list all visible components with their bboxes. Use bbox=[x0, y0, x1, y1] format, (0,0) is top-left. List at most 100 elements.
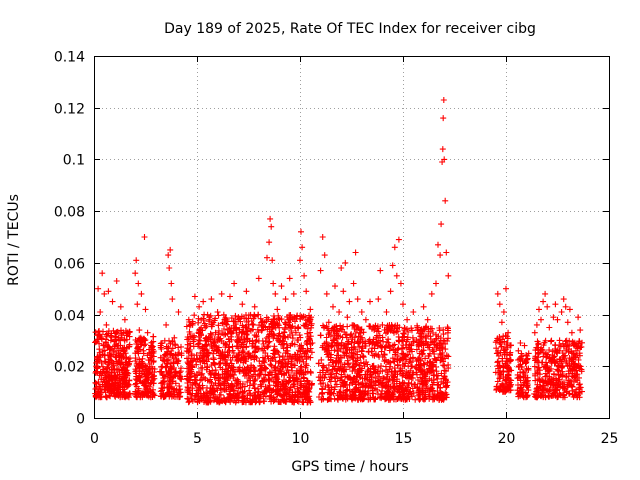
data-point bbox=[187, 340, 194, 347]
data-point bbox=[256, 322, 263, 329]
data-point bbox=[352, 381, 359, 388]
data-point bbox=[327, 333, 334, 340]
data-point bbox=[165, 389, 172, 396]
data-point bbox=[324, 367, 331, 374]
data-point bbox=[264, 254, 270, 261]
data-point bbox=[356, 368, 363, 375]
data-point bbox=[319, 234, 326, 240]
data-point bbox=[229, 343, 236, 350]
data-point bbox=[321, 252, 328, 259]
data-point bbox=[441, 156, 448, 163]
data-point bbox=[333, 328, 340, 335]
data-point bbox=[222, 331, 229, 338]
data-point bbox=[300, 345, 307, 352]
data-point bbox=[438, 354, 445, 361]
data-point bbox=[175, 351, 182, 358]
data-point bbox=[422, 355, 429, 362]
data-point bbox=[552, 301, 559, 308]
data-point bbox=[195, 395, 202, 402]
data-point bbox=[262, 324, 269, 331]
data-point bbox=[376, 373, 383, 380]
data-point bbox=[495, 353, 502, 359]
data-point bbox=[172, 380, 179, 387]
data-point bbox=[494, 290, 501, 297]
data-point bbox=[183, 323, 190, 330]
data-point bbox=[117, 394, 124, 401]
data-point bbox=[221, 316, 228, 323]
data-point bbox=[350, 280, 357, 287]
data-point bbox=[266, 382, 273, 389]
data-point bbox=[245, 321, 252, 328]
data-point bbox=[235, 316, 242, 323]
data-point bbox=[205, 349, 212, 356]
data-point bbox=[96, 358, 103, 365]
data-point bbox=[503, 285, 509, 292]
data-point bbox=[236, 329, 243, 336]
data-point bbox=[366, 323, 373, 330]
data-point bbox=[292, 391, 299, 398]
data-point bbox=[220, 319, 227, 326]
data-point bbox=[365, 396, 372, 403]
data-point bbox=[542, 290, 549, 297]
data-point bbox=[525, 350, 532, 357]
data-point bbox=[251, 377, 258, 384]
data-point bbox=[101, 290, 108, 297]
data-point bbox=[121, 316, 128, 323]
data-point bbox=[245, 374, 252, 381]
data-point bbox=[113, 329, 120, 336]
data-point bbox=[133, 377, 140, 384]
data-point bbox=[415, 342, 422, 349]
data-point bbox=[344, 374, 351, 381]
data-point bbox=[251, 393, 257, 399]
data-point bbox=[196, 382, 203, 389]
data-point bbox=[386, 359, 393, 366]
data-point bbox=[573, 371, 580, 378]
data-point bbox=[167, 351, 174, 358]
data-point bbox=[546, 347, 553, 353]
data-point bbox=[207, 312, 214, 319]
data-point bbox=[240, 354, 247, 361]
data-point bbox=[368, 348, 375, 355]
data-point bbox=[160, 378, 167, 385]
data-point bbox=[519, 368, 526, 375]
data-point bbox=[445, 272, 452, 279]
data-point bbox=[410, 309, 417, 315]
data-point bbox=[246, 387, 253, 394]
data-point bbox=[497, 373, 504, 380]
data-point bbox=[100, 328, 106, 335]
data-point bbox=[385, 358, 392, 365]
data-point bbox=[418, 351, 425, 358]
data-point bbox=[346, 381, 353, 388]
data-point bbox=[424, 369, 431, 376]
data-point bbox=[494, 335, 501, 342]
data-point bbox=[191, 312, 198, 319]
data-point bbox=[177, 368, 184, 375]
data-point bbox=[307, 329, 313, 336]
data-point bbox=[297, 334, 304, 341]
data-point bbox=[408, 342, 415, 349]
data-point bbox=[386, 366, 393, 373]
data-point bbox=[410, 354, 416, 361]
data-point bbox=[354, 296, 361, 303]
data-point bbox=[383, 330, 389, 337]
data-point bbox=[268, 362, 275, 369]
data-point bbox=[573, 347, 579, 354]
data-point bbox=[138, 370, 145, 377]
data-point bbox=[357, 359, 364, 366]
data-point bbox=[416, 389, 423, 396]
chart-title: Day 189 of 2025, Rate Of TEC Index for r… bbox=[164, 21, 536, 37]
data-point bbox=[262, 371, 269, 378]
data-point bbox=[291, 383, 298, 390]
data-point bbox=[289, 367, 296, 374]
data-point bbox=[504, 365, 511, 372]
data-point bbox=[228, 360, 235, 367]
data-point bbox=[132, 381, 139, 388]
data-point bbox=[329, 359, 336, 366]
data-point bbox=[498, 319, 505, 326]
data-point bbox=[176, 394, 183, 400]
data-point bbox=[323, 290, 330, 297]
data-point bbox=[292, 329, 299, 336]
data-point bbox=[166, 265, 173, 271]
data-point bbox=[367, 368, 373, 375]
